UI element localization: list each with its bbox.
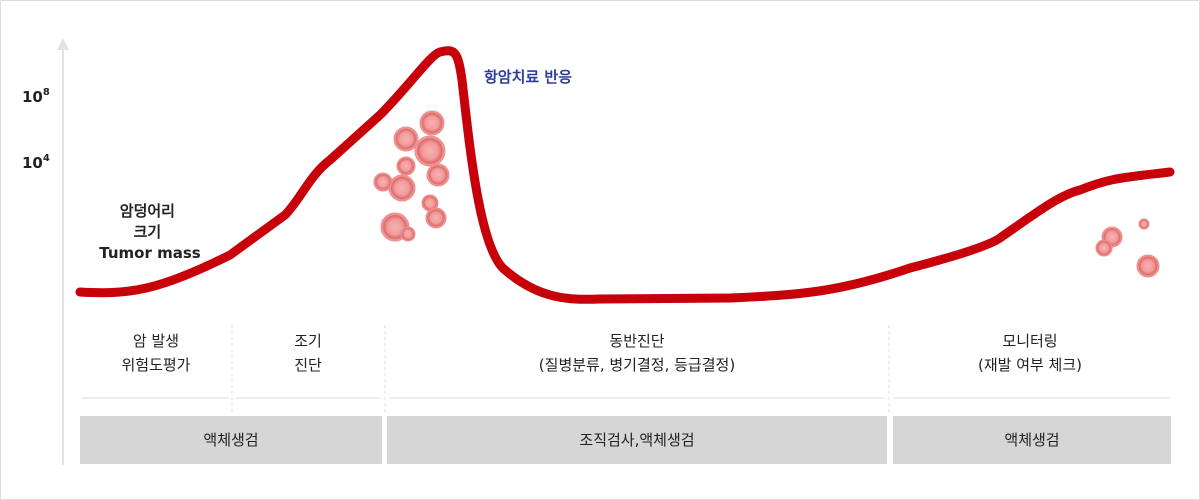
axis-arrow [57, 38, 69, 50]
stage-label: 모니터링 (재발 여부 체크) [978, 332, 1082, 374]
stage-label: 조기 진단 [294, 332, 322, 374]
test-box [893, 416, 1171, 464]
y-label: 108 [22, 87, 50, 106]
stage-label: 암 발생 위험도평가 [121, 332, 190, 374]
test-label: 액체생검 [1004, 431, 1059, 449]
test-box [387, 416, 887, 464]
response-label: 항암치료 반응 [484, 68, 572, 86]
tumor-curve [75, 46, 1175, 304]
curve-label: 암덩어리 크기 Tumor mass [99, 202, 200, 262]
test-box [80, 416, 382, 464]
cells [373, 110, 1160, 278]
stage-label: 동반진단 (질병분류, 병기결정, 등급결정) [539, 332, 735, 374]
test-label: 조직검사,액체생검 [579, 431, 694, 449]
y-label: 104 [22, 153, 50, 172]
test-label: 액체생검 [203, 431, 258, 449]
separators [231, 325, 890, 415]
